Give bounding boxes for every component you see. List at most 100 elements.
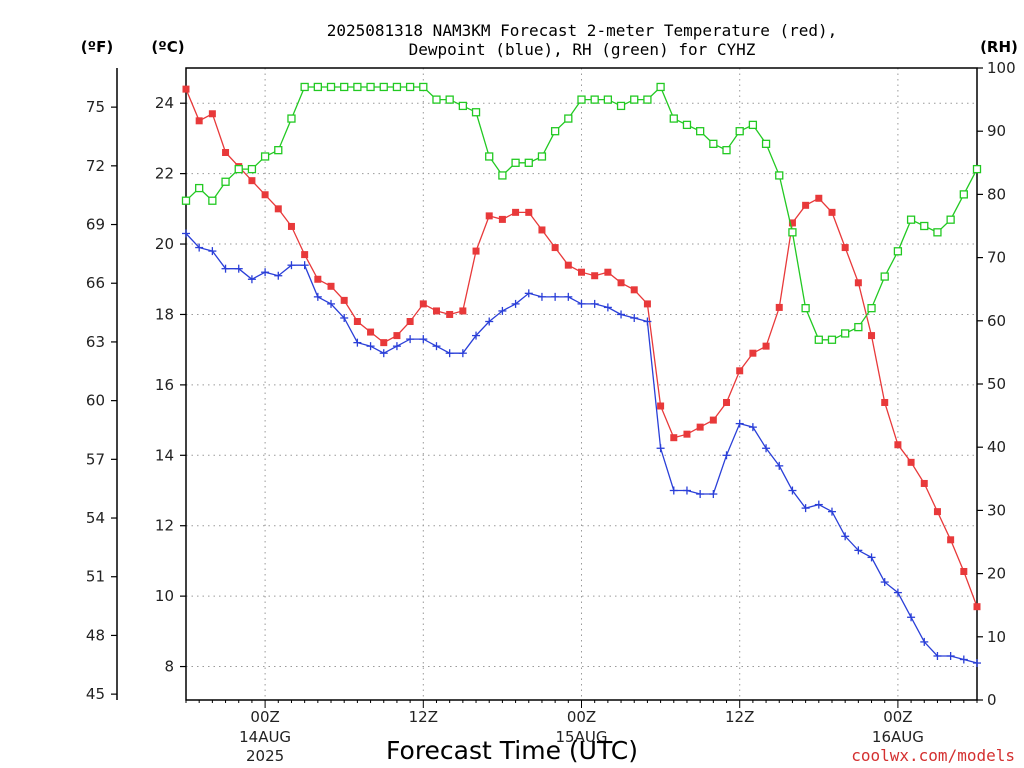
rh-point <box>735 127 744 136</box>
celsius-tick-label: 8 <box>164 658 174 676</box>
dewpoint-point <box>340 313 349 322</box>
x-tick-label: 00Z <box>567 708 596 726</box>
rh-point <box>181 196 191 205</box>
temperature-point <box>498 215 506 223</box>
dewpoint-point <box>775 461 784 470</box>
celsius-tick-label: 20 <box>155 235 174 253</box>
rh-point <box>405 82 415 92</box>
dewpoint-point <box>867 553 876 562</box>
rh-point <box>392 82 402 92</box>
dewpoint-point <box>432 342 441 351</box>
dewpoint-point <box>445 349 454 358</box>
rh-point <box>643 95 652 104</box>
dewpoint-point <box>287 261 296 270</box>
fahrenheit-tick-label: 45 <box>86 685 105 703</box>
temperature-point <box>868 332 876 340</box>
credit-text: coolwx.com/models <box>851 746 1015 765</box>
dewpoint-point <box>234 264 243 273</box>
temperature-point <box>578 268 585 276</box>
rh-point <box>933 228 942 237</box>
dewpoint-point <box>247 275 256 284</box>
temperature-point <box>353 318 361 326</box>
fahrenheit-tick-label: 48 <box>86 626 105 644</box>
rh-point <box>630 95 639 104</box>
dewpoint-point <box>313 292 322 301</box>
temperature-point <box>419 300 427 308</box>
fahrenheit-tick-label: 75 <box>86 98 105 116</box>
temperature-point <box>933 508 941 516</box>
rh-point <box>0 134 7 141</box>
rh-tick-label: 50 <box>987 375 1006 393</box>
rh-tick-label: 60 <box>987 312 1006 330</box>
dewpoint-point <box>748 423 757 432</box>
dewpoint-point <box>366 342 375 351</box>
x-tick-date: 14AUG <box>239 728 291 746</box>
temperature-point <box>841 244 849 252</box>
temperature-point <box>617 279 625 287</box>
rh-point <box>550 127 560 136</box>
temperature-point <box>762 342 770 350</box>
x-tick-label: 12Z <box>725 708 754 726</box>
dewpoint-point <box>814 500 823 509</box>
temperature-point <box>643 300 651 308</box>
dewpoint-point <box>946 651 955 660</box>
rh-point <box>326 82 336 92</box>
dewpoint-point <box>208 247 217 256</box>
x-tick-date: 15AUG <box>556 728 608 746</box>
dewpoint-point <box>353 338 362 347</box>
dewpoint-point <box>577 299 586 308</box>
rh-point <box>577 95 586 104</box>
fahrenheit-tick-label: 66 <box>86 274 105 292</box>
x-tick-label: 00Z <box>883 708 912 726</box>
rh-tick-label: 30 <box>987 501 1006 519</box>
temperature-point <box>472 247 480 255</box>
rh-point <box>524 158 533 167</box>
temperature-point <box>749 349 757 357</box>
temperature-point <box>393 332 401 340</box>
data-series <box>0 82 982 668</box>
fahrenheit-tick-label: 72 <box>86 157 105 175</box>
rh-point <box>195 183 204 193</box>
temperature-point <box>287 222 295 230</box>
dewpoint-point <box>485 317 494 326</box>
tick-labels: 45 48 51 54 57 60 63 66 69 72 75 8 10 12 14 16 18 20 22 24 0… <box>86 59 1016 765</box>
rh-point <box>234 164 243 174</box>
temperature-point <box>683 430 691 438</box>
celsius-tick-label: 22 <box>155 165 174 183</box>
rh-point <box>603 95 613 104</box>
dewpoint-point <box>182 229 190 238</box>
rh-tick-label: 80 <box>987 185 1006 203</box>
dewpoint-point <box>511 299 520 308</box>
rh-tick-label: 100 <box>987 59 1016 77</box>
temperature-point <box>828 208 836 216</box>
dewpoint-point <box>379 349 388 358</box>
dewpoint-point <box>907 613 916 622</box>
celsius-unit-label: (ºC) <box>151 38 184 56</box>
rh-point <box>722 146 731 155</box>
dewpoint-point <box>617 310 626 319</box>
x-tick-label: 12Z <box>409 708 438 726</box>
rh-point <box>827 335 837 344</box>
temperature-point <box>591 272 599 280</box>
series-dewpoint <box>182 229 981 668</box>
temperature-point <box>327 282 335 290</box>
rh-point <box>379 82 388 92</box>
dewpoint-point <box>933 651 942 660</box>
dewpoint-point <box>643 317 652 326</box>
rh-point <box>788 228 797 237</box>
dewpoint-point <box>788 486 797 495</box>
fahrenheit-tick-label: 60 <box>86 392 105 410</box>
rh-point <box>590 95 599 104</box>
rh-point <box>972 164 982 174</box>
temperature-point <box>367 328 375 336</box>
dewpoint-point <box>630 313 639 322</box>
temperature-point <box>261 191 269 199</box>
rh-point <box>366 82 375 92</box>
rh-point <box>775 171 784 180</box>
temperature-point <box>881 398 889 406</box>
rh-point <box>511 158 520 167</box>
temperature-point <box>670 434 678 442</box>
temperature-point <box>432 307 440 315</box>
rh-point <box>709 139 718 148</box>
celsius-tick-label: 14 <box>155 446 174 464</box>
